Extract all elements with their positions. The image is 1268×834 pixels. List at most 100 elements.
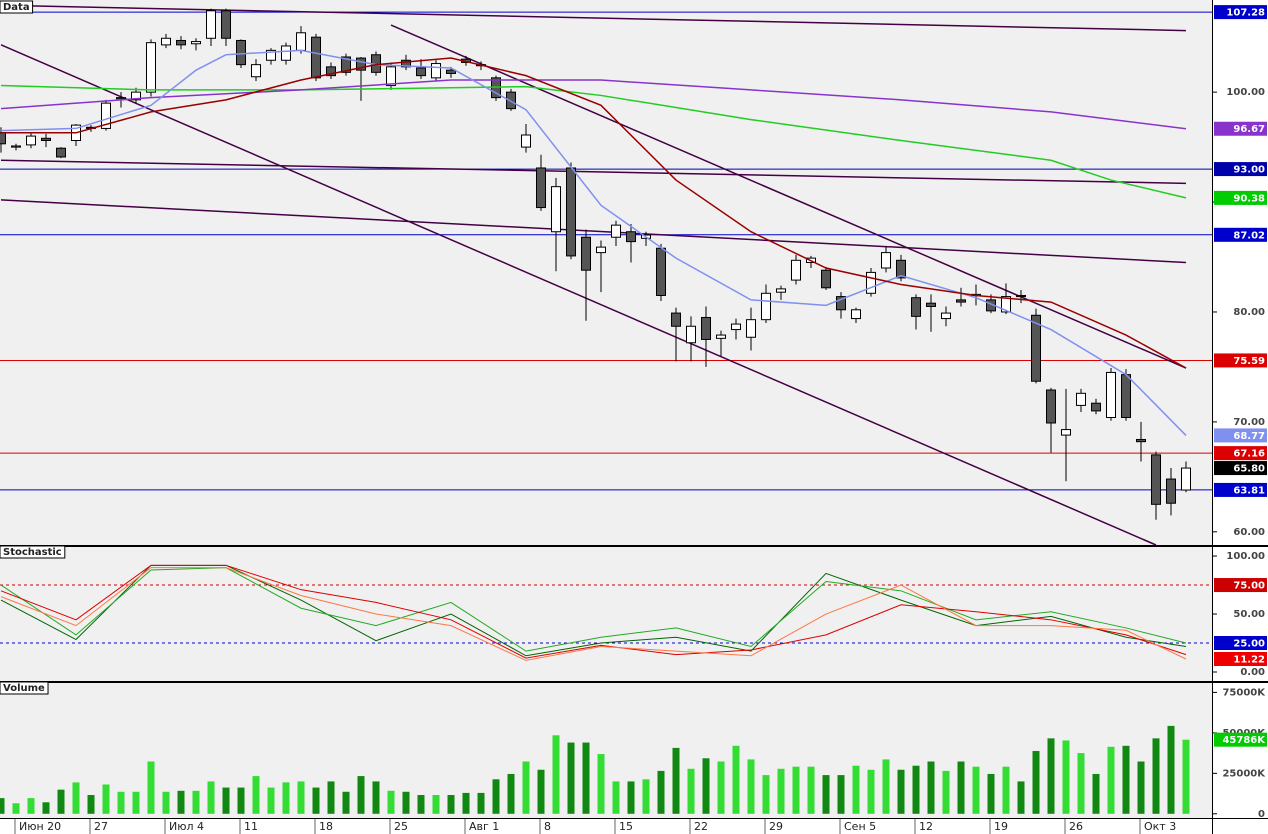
candle-body — [821, 269, 831, 289]
volume-bar — [972, 766, 980, 814]
volume-bar — [882, 759, 890, 814]
volume-bar — [27, 798, 35, 814]
candle-body — [1166, 478, 1176, 504]
value-badge-label: 25.00 — [1233, 639, 1265, 650]
volume-bar — [897, 769, 905, 814]
volume-bar — [1122, 745, 1130, 814]
volume-bar — [957, 761, 965, 814]
candle-body — [176, 39, 186, 46]
volume-bar — [822, 775, 830, 814]
trend-line — [390, 24, 1187, 369]
candle-body — [746, 319, 756, 338]
value-badge — [1214, 162, 1267, 177]
volume-bar — [1167, 725, 1175, 814]
candle-body — [836, 296, 846, 311]
candle-body — [731, 323, 741, 331]
value-badge — [1214, 353, 1267, 368]
candle-body — [326, 66, 336, 77]
candle-body — [1091, 402, 1101, 412]
volume-bar — [327, 781, 335, 814]
volume-bar — [1047, 738, 1055, 814]
volume-bar — [387, 790, 395, 814]
candle-body — [1046, 389, 1056, 424]
value-badge — [1214, 5, 1267, 20]
candle-body — [101, 102, 111, 129]
candle-body — [26, 135, 36, 146]
volume-bar — [102, 784, 110, 814]
stochastic-line — [0, 564, 1187, 659]
x-tick-label: 8 — [544, 820, 551, 833]
candle-body — [11, 145, 21, 148]
moving-average — [1, 57, 1187, 369]
candle-body — [1031, 314, 1041, 382]
volume-bar — [222, 787, 230, 814]
y-tick-label: 70.00 — [1233, 417, 1265, 428]
volume-bar — [597, 754, 605, 814]
value-badge — [1214, 428, 1267, 443]
candle-body — [146, 42, 156, 93]
y-tick-label: 80.00 — [1233, 307, 1265, 318]
volume-bar — [12, 803, 20, 814]
candle-body — [116, 97, 126, 100]
candle-body — [941, 312, 951, 320]
y-tick-label: 100.00 — [1226, 87, 1265, 98]
panel-title-box — [0, 681, 49, 695]
candle-body — [56, 147, 66, 158]
candle-body — [431, 63, 441, 79]
candle-body — [356, 57, 366, 71]
value-badge — [1214, 461, 1267, 476]
x-tick-label: Окт 3 — [1144, 820, 1176, 833]
volume-bar — [462, 792, 470, 814]
volume-bar — [1002, 766, 1010, 814]
y-tick-label: 0 — [1258, 809, 1265, 820]
volume-bar — [72, 782, 80, 814]
x-tick-label: 18 — [319, 820, 333, 833]
candle-body — [41, 137, 51, 141]
volume-bar — [1077, 753, 1085, 814]
candle-body — [1181, 467, 1191, 491]
x-tick-label: 15 — [619, 820, 633, 833]
volume-bar — [642, 779, 650, 814]
x-tick-label: Авг 1 — [469, 820, 499, 833]
y-tick-label: 0.00 — [1240, 667, 1265, 678]
moving-average — [0, 79, 1187, 130]
candle-body — [521, 134, 531, 148]
value-badge-label: 11.22 — [1233, 654, 1265, 665]
volume-bar — [1017, 781, 1025, 814]
volume-bar — [837, 775, 845, 814]
volume-bar — [567, 742, 575, 814]
candle-body — [956, 299, 966, 303]
x-tick-label: 22 — [694, 820, 708, 833]
volume-bar — [192, 790, 200, 814]
value-badge — [1214, 636, 1267, 651]
x-tick-label: 11 — [244, 820, 258, 833]
candle-body — [716, 334, 726, 339]
volume-bar — [342, 791, 350, 814]
volume-bar — [432, 795, 440, 814]
candle-body — [0, 132, 6, 145]
candle-body — [341, 56, 351, 73]
volume-bar — [162, 791, 170, 814]
candle-body — [266, 49, 276, 61]
candle-body — [686, 325, 696, 344]
panel-title: Data — [3, 2, 30, 13]
trend-line — [0, 159, 1187, 185]
candle-body — [236, 39, 246, 66]
candle-body — [761, 292, 771, 321]
volume-bar — [777, 768, 785, 814]
value-badge — [1214, 732, 1267, 747]
volume-bar — [312, 787, 320, 814]
value-badge — [1214, 446, 1267, 461]
candle-body — [896, 259, 906, 279]
candle-body — [161, 37, 171, 46]
y-tick-label: 100.00 — [1226, 551, 1265, 562]
volume-bar — [1152, 738, 1160, 814]
candle-body — [281, 45, 291, 61]
volume-bar — [447, 795, 455, 814]
y-tick-label: 75000K — [1222, 687, 1266, 698]
volume-bar — [207, 781, 215, 814]
candle-body — [1016, 294, 1026, 298]
volume-bar — [1062, 740, 1070, 814]
value-badge-label: 63.81 — [1233, 485, 1265, 496]
volume-bar — [237, 787, 245, 814]
